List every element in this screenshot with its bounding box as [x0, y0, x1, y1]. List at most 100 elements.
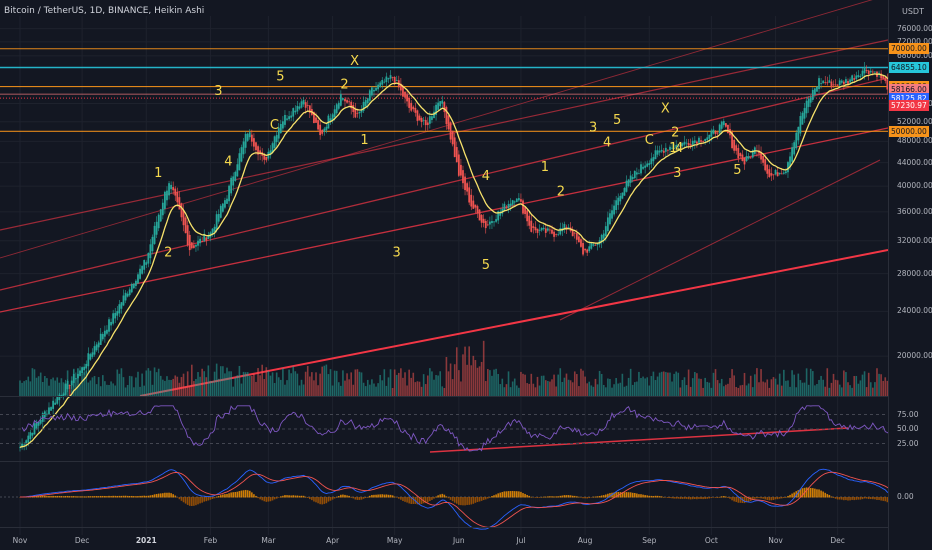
candle-body — [803, 108, 806, 119]
price-tag: 58166.00 — [889, 83, 929, 95]
candle-body — [495, 219, 497, 222]
candle-body — [505, 207, 508, 209]
volume-bar — [31, 368, 34, 396]
macd-histogram-bar — [534, 497, 537, 498]
volume-bar — [358, 371, 361, 396]
macd-histogram-bar — [151, 494, 154, 498]
volume-bar — [708, 382, 711, 396]
volume-bar — [311, 372, 313, 396]
candle-body — [168, 183, 170, 196]
volume-bar — [478, 366, 481, 396]
candle-body — [557, 234, 560, 236]
volume-bar — [669, 372, 671, 396]
macd-histogram-bar — [292, 495, 295, 498]
macd-histogram-bar — [157, 493, 160, 498]
macd-histogram-bar — [513, 491, 516, 498]
macd-histogram-bar — [263, 497, 266, 502]
macd-histogram-bar — [820, 490, 822, 498]
candle-body — [681, 143, 684, 147]
candle-body — [203, 233, 206, 242]
price-tick-label: 36000.00 — [897, 206, 932, 216]
macd-histogram-bar — [544, 496, 547, 498]
volume-bar — [172, 378, 174, 396]
candle-body — [462, 170, 464, 184]
macd-histogram-bar — [863, 497, 866, 499]
candle-body — [536, 228, 539, 233]
candle-body — [437, 102, 440, 110]
price-tick-label: 68000.00 — [897, 50, 932, 60]
candle-body — [273, 136, 276, 148]
volume-bar — [633, 382, 636, 396]
volume-bar — [253, 373, 255, 396]
volume-bar — [561, 381, 564, 396]
volume-bar — [337, 382, 340, 396]
candle-body — [64, 383, 67, 395]
candle-body — [317, 120, 319, 130]
candle-body — [426, 122, 429, 126]
candle-body — [646, 163, 649, 167]
macd-histogram-bar — [619, 492, 622, 498]
volume-bar — [164, 380, 166, 396]
volume-bar — [56, 377, 59, 396]
macd-histogram-bar — [248, 490, 251, 498]
candle-body — [867, 70, 870, 75]
volume-bar — [37, 376, 40, 396]
candle-body — [600, 234, 603, 243]
macd-histogram-bar — [60, 496, 63, 498]
volume-bar — [547, 381, 549, 396]
volume-bar — [869, 382, 872, 396]
macd-histogram-bar — [271, 497, 274, 501]
candle-body — [652, 157, 655, 162]
candle-body — [797, 126, 800, 141]
macd-line — [19, 468, 888, 530]
candle-body — [236, 164, 239, 177]
candle-body — [468, 187, 471, 203]
candle-body — [399, 83, 402, 91]
macd-histogram-bar — [729, 497, 731, 499]
candle-body — [865, 70, 868, 72]
volume-bar — [677, 372, 680, 396]
macd-histogram-bar — [244, 489, 247, 498]
macd-histogram-bar — [323, 497, 326, 504]
macd-histogram-bar — [81, 496, 83, 498]
candle-body — [480, 214, 483, 223]
volume-bar — [791, 370, 793, 396]
macd-histogram-bar — [480, 497, 483, 501]
wave-label: 1 — [669, 141, 677, 156]
candle-body — [820, 83, 822, 85]
candle-body — [132, 283, 135, 289]
price-axis[interactable] — [888, 0, 932, 550]
macd-histogram-bar — [331, 497, 334, 500]
candle-body — [395, 80, 398, 81]
volume-bar — [118, 373, 121, 396]
macd-histogram-bar — [443, 494, 446, 498]
volume-bar — [46, 378, 48, 396]
macd-histogram-bar — [159, 493, 162, 498]
candle-body — [805, 100, 808, 114]
macd-histogram-bar — [685, 497, 688, 499]
volume-bar — [751, 387, 754, 396]
candle-body — [546, 228, 549, 231]
candle-body — [584, 248, 587, 251]
wave-label: 4 — [675, 141, 683, 156]
candle-body — [176, 192, 179, 203]
volume-bar — [571, 382, 574, 396]
volume-bar — [222, 366, 224, 396]
candle-body — [772, 174, 775, 176]
volume-bar — [706, 381, 709, 396]
macd-histogram-bar — [333, 497, 336, 499]
macd-histogram-bar — [621, 492, 624, 498]
macd-histogram-bar — [840, 497, 843, 500]
volume-bar — [85, 370, 88, 396]
volume-bar — [859, 380, 862, 396]
macd-histogram-bar — [828, 494, 831, 498]
volume-bar — [776, 384, 779, 396]
volume-bar — [468, 346, 470, 396]
volume-bar — [424, 384, 427, 396]
volume-bar — [383, 369, 386, 396]
candle-body — [768, 169, 771, 178]
wave-label: 2 — [340, 78, 348, 93]
macd-histogram-bar — [400, 497, 402, 500]
